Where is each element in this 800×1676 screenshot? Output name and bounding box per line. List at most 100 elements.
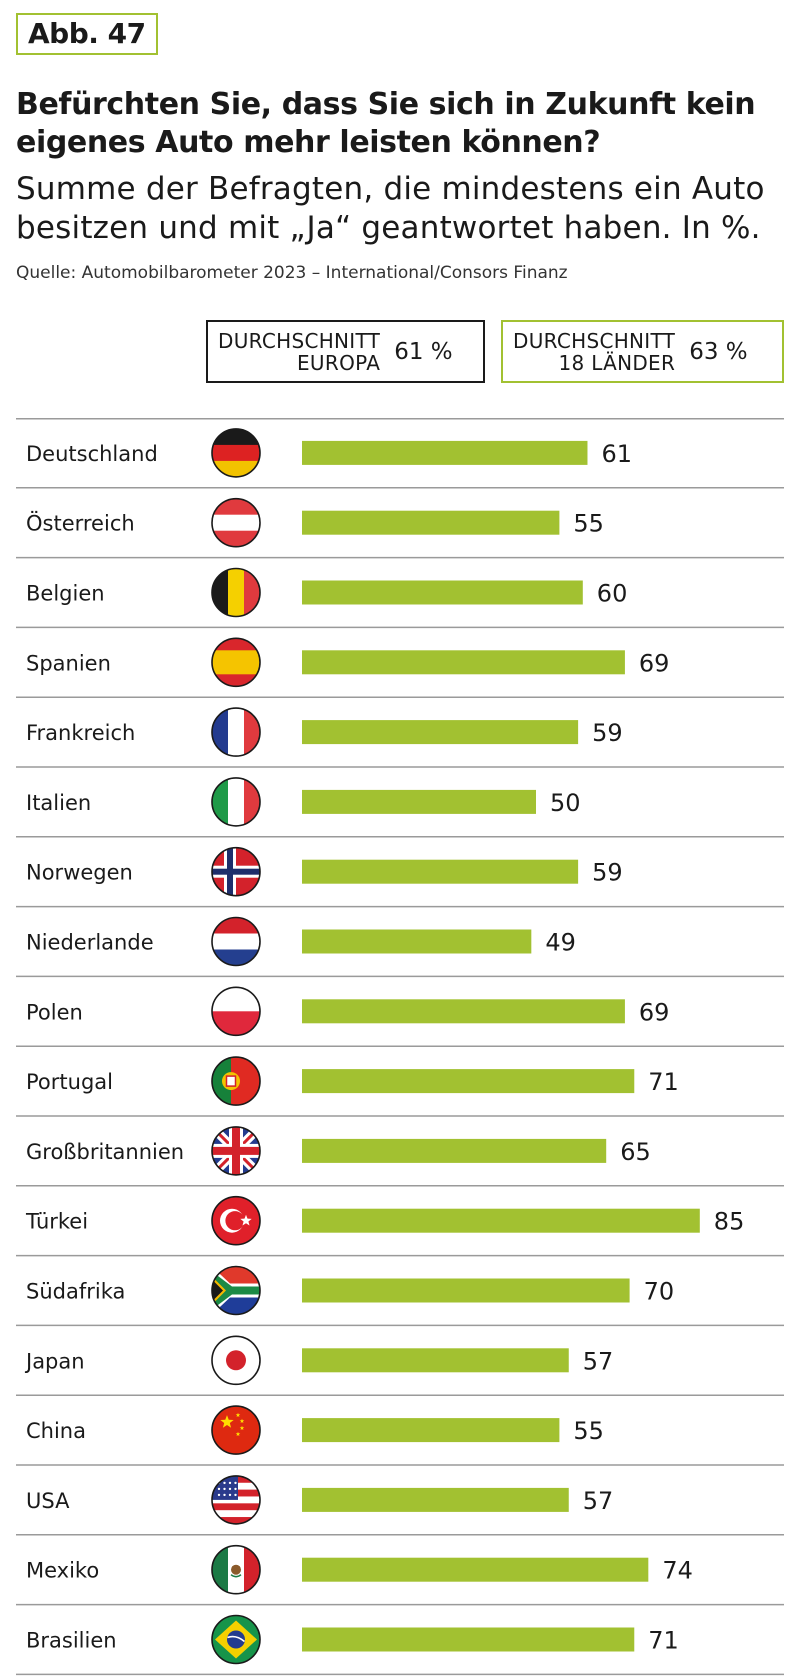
- chart-row: China 55: [16, 1405, 784, 1466]
- bar: [302, 1208, 700, 1233]
- value-label: 69: [639, 998, 670, 1026]
- chart-title: Befürchten Sie, dass Sie sich in Zukunft…: [16, 87, 756, 160]
- value-label: 57: [583, 1347, 614, 1375]
- bar: [302, 580, 583, 605]
- figure-label: Abb. 47: [16, 13, 158, 55]
- value-label: 55: [573, 510, 604, 538]
- average-all-value: 63 %: [689, 338, 748, 365]
- bar: [302, 999, 625, 1024]
- value-label: 59: [592, 859, 623, 887]
- bar: [302, 440, 588, 465]
- average-europe-value: 61 %: [394, 338, 453, 365]
- bar: [302, 1348, 569, 1373]
- chart-row: Südafrika 70: [16, 1265, 784, 1327]
- average-all-countries-box: DURCHSCHNITT 18 LÄNDER 63 %: [501, 320, 784, 383]
- category-label: Spanien: [26, 651, 111, 675]
- bar: [302, 859, 579, 884]
- us-flag-icon: [211, 1475, 261, 1525]
- bar: [302, 1627, 635, 1652]
- category-label: USA: [26, 1489, 70, 1513]
- value-label: 59: [592, 719, 623, 747]
- jp-flag-icon: [211, 1335, 261, 1386]
- bar: [302, 720, 579, 745]
- chart-row: Spanien 69: [16, 637, 784, 698]
- average-europe-label: DURCHSCHNITT EUROPA: [218, 328, 381, 375]
- chart-subtitle: Summe der Befragten, die mindestens ein …: [16, 171, 765, 246]
- category-label: Südafrika: [26, 1280, 125, 1304]
- za-flag-icon: [211, 1265, 261, 1316]
- bar: [302, 1418, 560, 1443]
- pl-flag-icon: [211, 986, 261, 1037]
- value-label: 70: [644, 1278, 675, 1306]
- source-note: Quelle: Automobilbarometer 2023 – Intern…: [16, 263, 568, 283]
- chart-row: USA 57: [16, 1475, 784, 1536]
- value-label: 71: [648, 1627, 679, 1655]
- be-flag-icon: [211, 567, 261, 618]
- bar: [302, 929, 532, 954]
- chart-row: Portugal 71: [16, 1056, 784, 1117]
- bar: [302, 1138, 607, 1163]
- pt-flag-icon: [211, 1056, 261, 1106]
- at-flag-icon: [211, 497, 261, 548]
- bar: [302, 1069, 635, 1094]
- category-label: Österreich: [26, 511, 135, 536]
- it-flag-icon: [211, 777, 261, 827]
- cn-flag-icon: [211, 1405, 261, 1455]
- chart-row: Großbritannien 65: [16, 1126, 784, 1187]
- category-label: Niederlande: [26, 931, 154, 955]
- chart-row: Norwegen 59: [16, 846, 784, 908]
- chart-row: Polen 69: [16, 986, 784, 1047]
- average-europe-box: DURCHSCHNITT EUROPA 61 %: [206, 320, 485, 383]
- category-label: Deutschland: [26, 442, 158, 466]
- value-label: 65: [620, 1138, 651, 1166]
- fr-flag-icon: [211, 707, 261, 757]
- no-flag-icon: [211, 846, 261, 897]
- value-label: 69: [639, 649, 670, 677]
- chart-row: Deutschland 61: [16, 428, 784, 489]
- bar: [302, 789, 536, 814]
- chart-row: Mexiko 74: [16, 1544, 784, 1606]
- value-label: 57: [583, 1487, 614, 1515]
- value-label: 71: [648, 1068, 679, 1096]
- category-label: Brasilien: [26, 1629, 117, 1653]
- value-label: 61: [601, 440, 632, 468]
- chart-row: Italien 50: [16, 777, 784, 838]
- category-label: Italien: [26, 791, 91, 815]
- bar-chart: Deutschland 61 Österreich 55 Belgien 60 Spanie…: [16, 418, 784, 1676]
- bar: [302, 1278, 630, 1303]
- bar: [302, 650, 625, 675]
- value-label: 74: [662, 1557, 693, 1585]
- bar: [302, 1557, 649, 1582]
- gb-flag-icon: [211, 1126, 261, 1176]
- de-flag-icon: [211, 428, 261, 478]
- average-all-label: DURCHSCHNITT 18 LÄNDER: [513, 328, 676, 375]
- category-label: Polen: [26, 1000, 83, 1024]
- chart-row: Brasilien 71: [16, 1614, 784, 1676]
- chart-row: Japan 57: [16, 1335, 784, 1396]
- category-label: Großbritannien: [26, 1140, 184, 1164]
- category-label: Japan: [24, 1349, 85, 1373]
- value-label: 49: [545, 929, 576, 957]
- bar: [302, 1487, 569, 1512]
- value-label: 55: [573, 1417, 604, 1445]
- chart-row: Türkei 85: [16, 1195, 784, 1257]
- mx-flag-icon: [211, 1544, 261, 1595]
- value-label: 50: [550, 789, 581, 817]
- category-label: Norwegen: [26, 861, 133, 885]
- category-label: Türkei: [25, 1210, 88, 1234]
- chart-row: Österreich 55: [16, 497, 784, 559]
- tr-flag-icon: [211, 1195, 261, 1246]
- category-label: Mexiko: [26, 1559, 99, 1583]
- category-label: China: [26, 1419, 86, 1443]
- category-label: Frankreich: [26, 721, 135, 745]
- chart-row: Niederlande 49: [16, 916, 784, 978]
- chart-row: Belgien 60: [16, 567, 784, 629]
- value-label: 60: [597, 580, 628, 608]
- br-flag-icon: [211, 1614, 261, 1665]
- category-label: Portugal: [26, 1070, 113, 1094]
- chart-row: Frankreich 59: [16, 707, 784, 768]
- nl-flag-icon: [211, 916, 261, 967]
- es-flag-icon: [211, 637, 261, 688]
- bar: [302, 510, 560, 535]
- value-label: 85: [714, 1208, 745, 1236]
